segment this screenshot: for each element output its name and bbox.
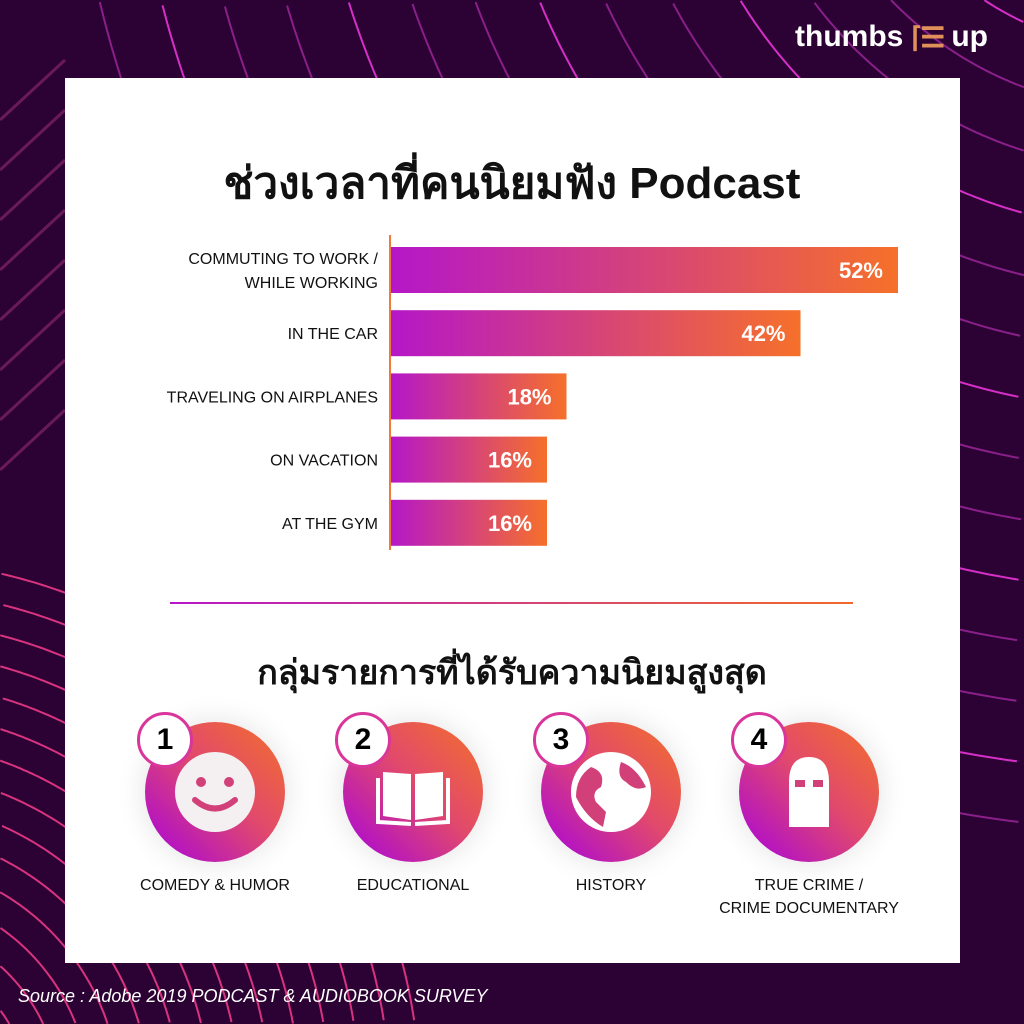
rank-number: 1 bbox=[156, 723, 174, 756]
category-label: ON VACATION bbox=[270, 453, 378, 470]
bg-stripe bbox=[0, 408, 67, 472]
bg-arc bbox=[0, 1010, 11, 1024]
bg-stripe bbox=[0, 308, 67, 372]
chart-title: ช่วงเวลาที่คนนิยมฟัง Podcast bbox=[223, 159, 801, 208]
bar bbox=[391, 436, 547, 483]
genre-label-line: EDUCATIONAL bbox=[356, 877, 470, 894]
genre-label-line: HISTORY bbox=[575, 877, 647, 894]
data-label: 16% bbox=[488, 448, 532, 473]
rank-number: 3 bbox=[552, 723, 570, 756]
bg-stripe bbox=[0, 158, 67, 222]
genres-title: กลุ่มรายการที่ได้รับความนิยมสูงสุด bbox=[257, 654, 767, 692]
data-label: 18% bbox=[507, 384, 551, 409]
bg-arc bbox=[0, 965, 45, 1024]
bg-stripe bbox=[0, 258, 67, 322]
section-divider bbox=[170, 602, 853, 604]
rank-badge: 3 bbox=[533, 712, 589, 768]
logo-text-right: up bbox=[951, 20, 989, 53]
category-label: TRAVELING ON AIRPLANES bbox=[167, 389, 378, 406]
logo-mark-icon: ⌈☰ bbox=[911, 21, 945, 53]
logo-text-left: thumbs bbox=[795, 20, 904, 53]
bar bbox=[391, 310, 801, 357]
rank-number: 2 bbox=[354, 723, 372, 756]
bg-arc bbox=[983, 0, 1024, 23]
data-label: 52% bbox=[839, 258, 883, 283]
genre-label-line: COMEDY & HUMOR bbox=[140, 877, 290, 894]
rank-number: 4 bbox=[750, 723, 768, 756]
rank-badge: 4 bbox=[731, 712, 787, 768]
bg-stripe bbox=[0, 108, 67, 172]
genre-label-line: TRUE CRIME / bbox=[754, 877, 864, 894]
category-label: IN THE CAR bbox=[288, 326, 378, 343]
source-note: Source : Adobe 2019 PODCAST & AUDIOBOOK … bbox=[18, 986, 488, 1006]
category-label: AT THE GYM bbox=[282, 516, 378, 533]
bg-arc bbox=[0, 927, 77, 1024]
genre-circle bbox=[739, 722, 879, 862]
thumbs-up-logo: thumbs ⌈☰ up bbox=[795, 20, 988, 54]
smiley-icon bbox=[175, 752, 255, 832]
category-label: COMMUTING TO WORK / bbox=[188, 251, 378, 268]
genre-label: EDUCATIONAL bbox=[303, 874, 523, 897]
data-label: 42% bbox=[741, 321, 785, 346]
globe-icon bbox=[571, 752, 651, 832]
bar-chart: 52% COMMUTING TO WORK / WHILE WORKING 42% IN… bbox=[167, 235, 898, 550]
category-label: WHILE WORKING bbox=[245, 275, 378, 292]
rank-badge: 2 bbox=[335, 712, 391, 768]
bar bbox=[391, 373, 567, 420]
book-icon bbox=[376, 772, 450, 826]
data-label: 16% bbox=[488, 511, 532, 536]
genre-label: COMEDY & HUMOR bbox=[105, 874, 325, 897]
bg-arc bbox=[890, 0, 1024, 89]
genre-label: TRUE CRIME / CRIME DOCUMENTARY bbox=[699, 874, 919, 920]
genre-label: HISTORY bbox=[501, 874, 721, 897]
bg-stripe bbox=[0, 58, 67, 122]
bg-stripe bbox=[0, 208, 67, 272]
rank-badge: 1 bbox=[137, 712, 193, 768]
bar bbox=[391, 499, 547, 546]
balaclava-icon bbox=[789, 757, 829, 827]
genre-label-line: CRIME DOCUMENTARY bbox=[719, 900, 899, 917]
bg-stripe bbox=[0, 358, 67, 422]
bar bbox=[391, 247, 898, 293]
